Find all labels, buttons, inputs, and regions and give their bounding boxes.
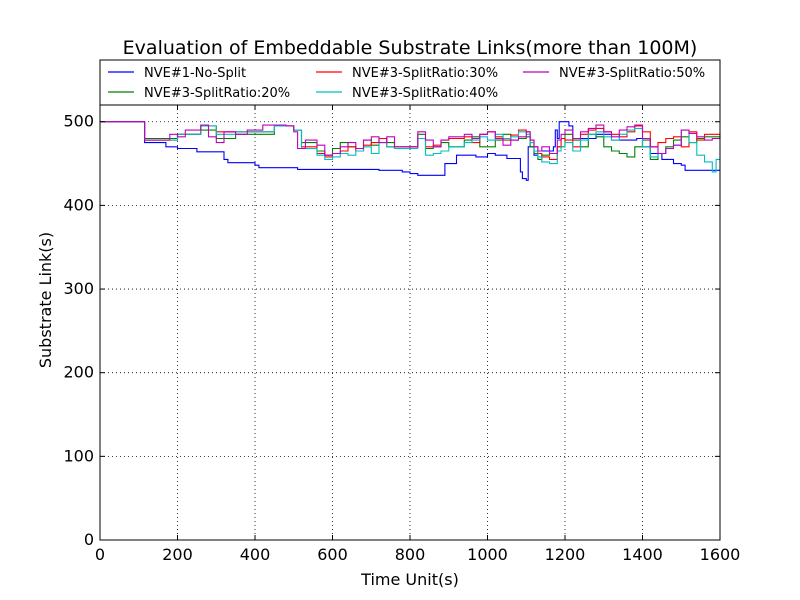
- series-line-4: [100, 121, 720, 173]
- legend: NVE#1-No-Split NVE#3-SplitRatio:20% NVE#3-…: [99, 59, 721, 106]
- legend-label-2: NVE#3-SplitRatio:20%: [144, 86, 290, 101]
- y-tick-label: 100: [63, 446, 94, 465]
- series-line-5: [100, 121, 720, 156]
- x-axis-label: Time Unit(s): [360, 570, 459, 589]
- x-tick-label: 800: [395, 545, 426, 564]
- series-lines: [100, 121, 721, 181]
- grid: [100, 105, 720, 540]
- x-tick-label: 600: [317, 545, 348, 564]
- x-tick-label: 1400: [622, 545, 663, 564]
- x-tick-label: 1200: [545, 545, 586, 564]
- legend-items: NVE#1-No-Split NVE#3-SplitRatio:20% NVE#3-…: [108, 66, 705, 101]
- x-tick-label: 400: [240, 545, 271, 564]
- y-tick-label: 200: [63, 363, 94, 382]
- x-tick-label: 0: [95, 545, 105, 564]
- legend-label-5: NVE#3-SplitRatio:50%: [559, 66, 705, 81]
- y-tick-label: 0: [84, 530, 94, 549]
- axis-ticks: 0 200 400 600 800 1000 1200 1400 1600 0 100 200 300 4…: [63, 105, 740, 564]
- y-tick-label: 300: [63, 279, 94, 298]
- legend-label-4: NVE#3-SplitRatio:40%: [352, 86, 498, 101]
- chart-title: Evaluation of Embeddable Substrate Links…: [123, 37, 698, 59]
- legend-label-1: NVE#1-No-Split: [144, 66, 246, 81]
- y-tick-label: 400: [63, 195, 94, 214]
- y-tick-label: 500: [63, 112, 94, 131]
- legend-box: [99, 59, 721, 106]
- plot-frame: [99, 104, 721, 541]
- x-tick-label: 200: [162, 545, 193, 564]
- x-tick-label: 1600: [700, 545, 741, 564]
- legend-label-3: NVE#3-SplitRatio:30%: [352, 66, 498, 81]
- series-line-1: [100, 121, 720, 181]
- y-axis-label: Substrate Link(s): [36, 232, 55, 368]
- x-tick-label: 1000: [467, 545, 508, 564]
